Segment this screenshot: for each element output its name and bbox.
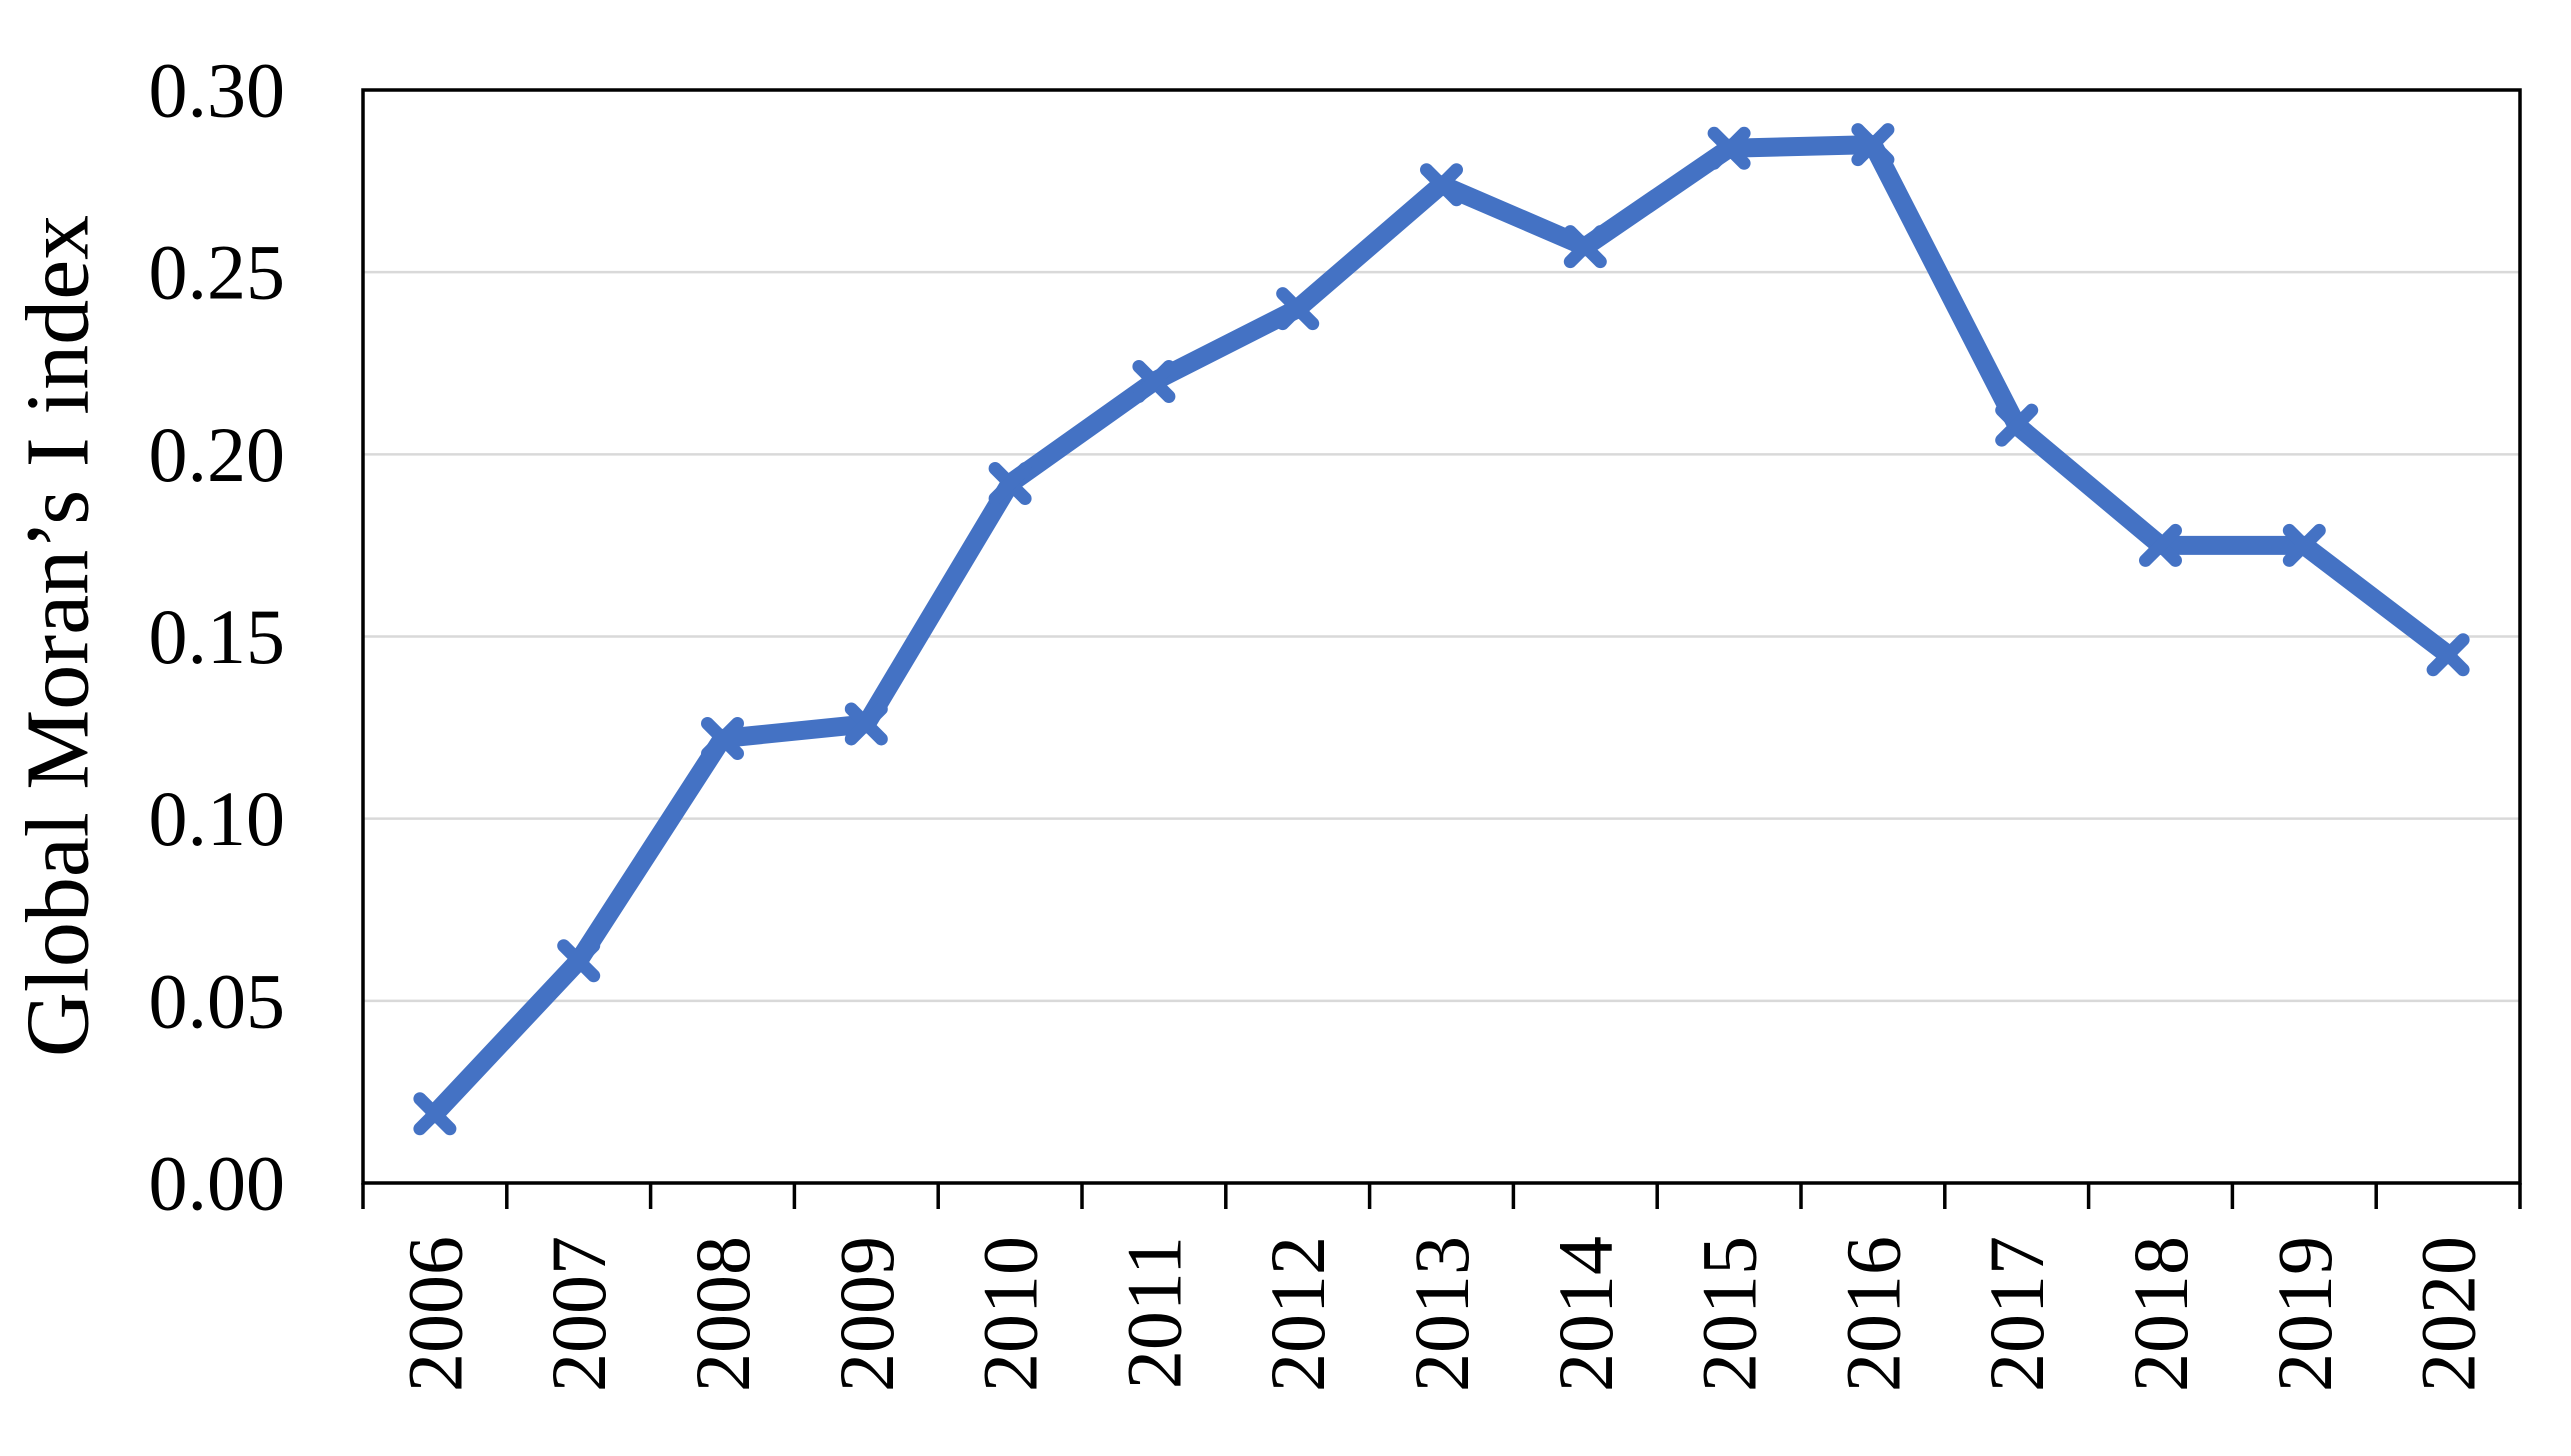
x-tick-label: 2016 — [1829, 1236, 1916, 1392]
marker-stroke — [557, 939, 601, 983]
y-tick-label: 0.00 — [149, 1140, 286, 1227]
y-tick-label: 0.05 — [149, 957, 286, 1044]
marker-stroke — [988, 461, 1032, 505]
data-point-marker — [988, 461, 1032, 505]
marker-stroke — [2282, 523, 2326, 567]
data-point-marker — [413, 1092, 457, 1136]
data-point-marker — [701, 717, 744, 761]
marker-stroke — [1132, 359, 1176, 403]
y-tick-label: 0.10 — [149, 775, 286, 862]
y-tick-label: 0.25 — [149, 229, 286, 316]
plot-border — [361, 88, 2522, 1185]
data-point-marker — [557, 939, 601, 983]
marker-stroke — [2426, 633, 2470, 677]
chart-line — [425, 135, 2458, 1124]
marker-stroke — [1707, 126, 1751, 170]
marker-stroke — [1851, 123, 1895, 167]
data-point-marker — [2426, 633, 2470, 677]
data-point-marker — [1132, 359, 1176, 403]
marker-stroke — [2139, 523, 2182, 567]
x-tick-label: 2017 — [1973, 1236, 2060, 1392]
marker-stroke — [1420, 163, 1463, 207]
x-tick-label: 2013 — [1398, 1236, 1485, 1392]
y-axis-title: Global Moran’s I index — [9, 215, 108, 1057]
data-point-marker — [844, 702, 888, 746]
y-tick-label: 0.20 — [149, 411, 286, 498]
x-tick-label: 2018 — [2117, 1236, 2204, 1392]
marker-stroke — [844, 702, 888, 746]
data-point-marker — [1276, 287, 1320, 331]
x-tick-label: 2009 — [823, 1236, 910, 1392]
x-tick-label: 2006 — [391, 1236, 478, 1392]
y-tick-label: 0.15 — [149, 593, 286, 680]
marker-stroke — [1563, 225, 1607, 269]
x-tick-label: 2019 — [2261, 1236, 2348, 1392]
x-tick-label: 2011 — [1110, 1236, 1197, 1389]
data-point-marker — [1851, 123, 1895, 167]
data-point-marker — [1707, 126, 1751, 170]
marker-stroke — [1276, 287, 1320, 331]
data-point-marker — [1995, 403, 2039, 447]
x-tick-label: 2010 — [967, 1236, 1054, 1392]
data-point-marker — [2139, 523, 2182, 567]
marker-stroke — [701, 717, 744, 761]
x-tick-label: 2008 — [679, 1236, 766, 1392]
y-tick-label: 0.30 — [149, 47, 286, 134]
x-tick-label: 2015 — [1686, 1236, 1773, 1392]
marker-stroke — [1995, 403, 2039, 447]
x-tick-label: 2007 — [535, 1236, 622, 1392]
x-tick-label: 2020 — [2405, 1236, 2492, 1392]
data-point-marker — [1420, 163, 1463, 207]
data-point-marker — [2282, 523, 2326, 567]
x-tick-label: 2012 — [1254, 1236, 1341, 1392]
data-point-marker — [1563, 225, 1607, 269]
marker-stroke — [413, 1092, 457, 1136]
x-tick-label: 2014 — [1542, 1236, 1629, 1392]
